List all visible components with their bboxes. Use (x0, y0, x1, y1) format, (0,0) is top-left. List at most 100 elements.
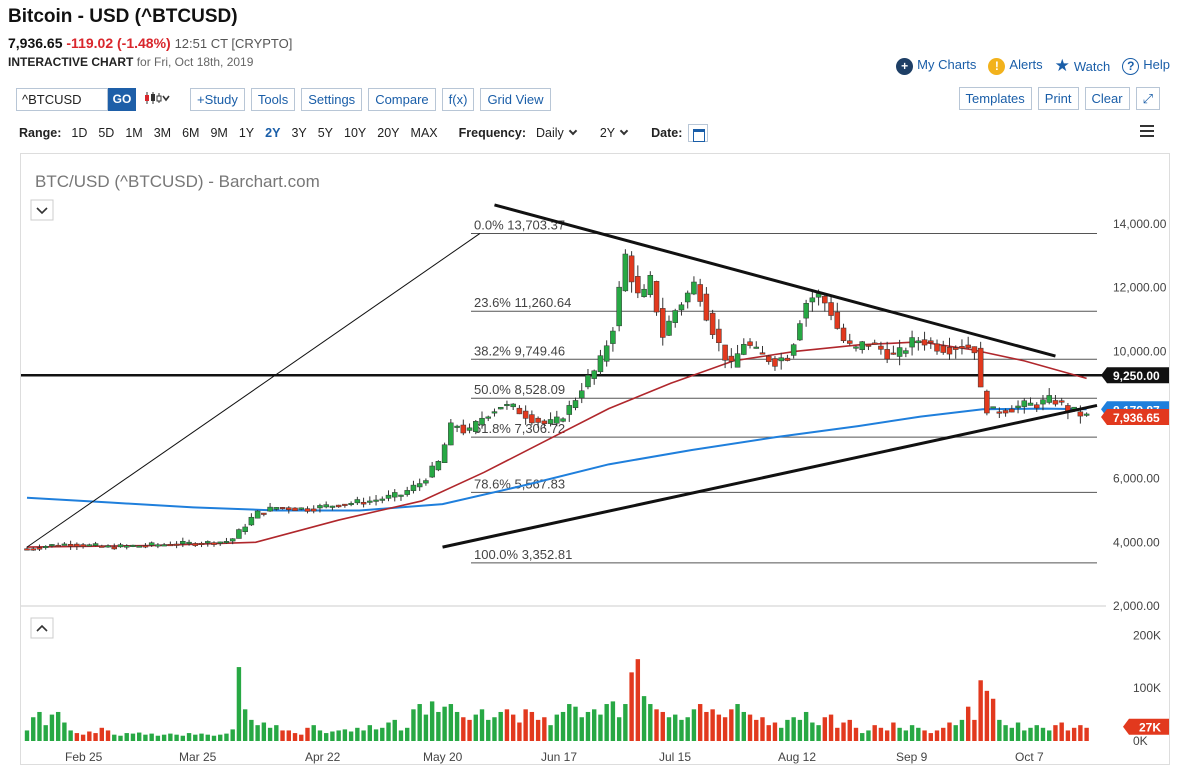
calendar-icon[interactable] (688, 124, 709, 142)
volume-bar (897, 727, 902, 741)
frequency-select[interactable]: Daily (536, 126, 592, 140)
candle-body (585, 374, 591, 388)
range-1m[interactable]: 1M (125, 126, 143, 140)
range-6m[interactable]: 6M (182, 126, 200, 140)
candle-body (485, 416, 491, 419)
volume-bar (953, 725, 958, 741)
volume-bar (180, 735, 186, 741)
my-charts-link[interactable]: + My Charts (896, 57, 976, 75)
settings-button[interactable]: Settings (301, 87, 363, 111)
compare-button[interactable]: Compare (368, 87, 436, 111)
top-links: + My Charts ! Alerts ★ Watch ? Help (896, 56, 1170, 76)
volume-bar (80, 734, 86, 741)
range-5d[interactable]: 5D (98, 126, 115, 140)
candle-body (871, 342, 878, 345)
candle-body (722, 344, 728, 361)
candle-body (971, 346, 978, 354)
price-chart[interactable]: BTC/USD (^BTCUSD) - Barchart.com 14,000.0… (21, 154, 1169, 764)
volume-bar (31, 717, 36, 741)
fib-level-label: 61.8% 7,306.72 (474, 421, 565, 436)
add-study-button[interactable]: +Study (190, 87, 245, 111)
candle-body (273, 507, 280, 510)
candle-body (348, 503, 354, 506)
candle-body (1046, 395, 1052, 403)
fib-level-label: 50.0% 8,528.09 (474, 382, 565, 397)
x-tick-label: Feb 25 (65, 750, 103, 764)
volume-bar (118, 735, 123, 741)
chart-area[interactable]: BTC/USD (^BTCUSD) - Barchart.com 14,000.0… (20, 153, 1170, 765)
candle-body (167, 544, 174, 547)
volume-bar (498, 711, 503, 741)
fx-button[interactable]: f(x) (441, 87, 475, 111)
alerts-label: Alerts (1009, 57, 1043, 73)
candle-body (80, 544, 86, 547)
expand-icon: ⤢ (1142, 90, 1153, 106)
volume-bar (317, 730, 323, 741)
candle-body (61, 543, 68, 546)
volume-bar (305, 727, 310, 741)
volume-bar (965, 706, 971, 741)
candle-body (653, 281, 660, 313)
range-3m[interactable]: 3M (153, 126, 172, 140)
volume-bar (1065, 730, 1071, 741)
volume-bar (1059, 722, 1064, 741)
symbol-input[interactable] (16, 87, 108, 111)
help-link[interactable]: ? Help (1122, 57, 1170, 75)
menu-icon[interactable] (1140, 125, 1154, 137)
range-20y[interactable]: 20Y (377, 126, 400, 140)
print-button[interactable]: Print (1037, 87, 1079, 110)
range-2y[interactable]: 2Y (265, 126, 281, 140)
volume-bar (517, 722, 522, 741)
volume-bar (43, 725, 48, 741)
alerts-link[interactable]: ! Alerts (988, 57, 1043, 75)
volume-bar (155, 735, 161, 741)
range-3y[interactable]: 3Y (291, 126, 307, 140)
chart-toolbar: GO +Study Tools Settings Compare f(x) Gr… (16, 87, 551, 111)
volume-bar (922, 730, 927, 741)
range-1d[interactable]: 1D (71, 126, 88, 140)
range-9m[interactable]: 9M (210, 126, 228, 140)
candle-body (148, 542, 155, 546)
candle-body (155, 544, 161, 547)
volume-bar (186, 733, 192, 741)
candle-body (460, 424, 467, 434)
volume-bar (405, 727, 410, 741)
y-tick-label: 12,000.00 (1113, 281, 1167, 295)
chart-type-dropdown[interactable] (144, 91, 170, 108)
templates-button[interactable]: Templates (958, 87, 1032, 110)
x-tick-label: Sep 9 (896, 750, 928, 764)
candle-body (298, 507, 305, 510)
volume-bar (679, 719, 684, 741)
volume-bar (467, 719, 472, 741)
candle-body (790, 344, 797, 356)
subtitle-bold: INTERACTIVE CHART (8, 55, 134, 69)
tools-button[interactable]: Tools (250, 87, 296, 111)
volume-bar (529, 711, 535, 741)
period-select[interactable]: 2Y (600, 126, 643, 140)
volume-bar (816, 725, 821, 741)
volume-bar (573, 706, 578, 741)
range-10y[interactable]: 10Y (344, 126, 367, 140)
candle-body (342, 503, 348, 506)
watch-link[interactable]: ★ Watch (1055, 56, 1111, 76)
frequency-label: Frequency: (458, 126, 527, 140)
candle-body (765, 355, 772, 362)
candle-body (666, 320, 672, 336)
candle-body (990, 406, 996, 409)
candle-body (186, 541, 192, 544)
volume-bar (93, 733, 98, 741)
volume-bar (741, 711, 746, 741)
go-button[interactable]: GO (108, 87, 136, 111)
volume-bar (1015, 722, 1021, 741)
grid-view-button[interactable]: Grid View (480, 87, 551, 111)
volume-bar (523, 709, 528, 741)
candle-body (946, 346, 953, 355)
clear-button[interactable]: Clear (1084, 87, 1130, 110)
candle-body (1040, 399, 1046, 405)
range-1y[interactable]: 1Y (238, 126, 255, 140)
y-tick-label: 6,000.00 (1113, 472, 1160, 486)
range-max[interactable]: MAX (410, 126, 438, 140)
expand-button[interactable]: ⤢ (1135, 87, 1160, 110)
expand-volume-button (30, 617, 54, 639)
range-5y[interactable]: 5Y (317, 126, 334, 140)
